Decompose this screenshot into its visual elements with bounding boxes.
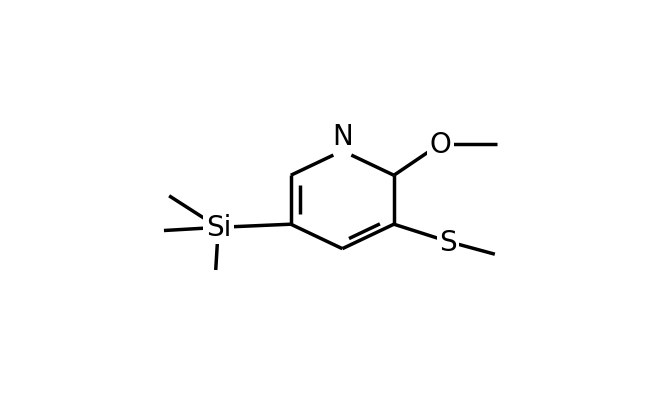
Text: N: N <box>332 122 353 150</box>
Text: S: S <box>440 228 457 256</box>
Text: O: O <box>430 130 452 158</box>
Text: Si: Si <box>206 214 231 242</box>
